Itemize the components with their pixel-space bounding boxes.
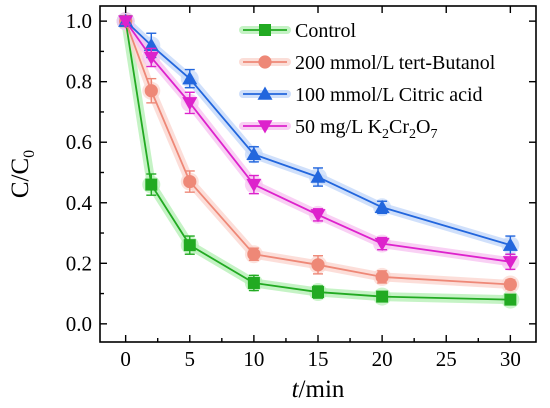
y-tick-label: 1.0: [66, 9, 92, 33]
data-point-1-6: [503, 277, 517, 292]
x-tick-label: 10: [243, 347, 264, 371]
legend-marker-2: [257, 86, 273, 100]
legend-label-1: 200 mmol/L tert-Butanol: [295, 52, 496, 74]
data-point-2-2: [182, 71, 198, 85]
y-tick-label: 0.8: [66, 70, 92, 94]
data-point-1-2: [183, 174, 197, 189]
data-point-0-5: [376, 290, 389, 303]
x-tick-label: 25: [436, 347, 457, 371]
legend-marker-3: [257, 120, 273, 134]
data-point-2-5: [374, 199, 390, 213]
data-point-3-5: [374, 237, 390, 252]
data-point-3-4: [310, 209, 326, 223]
data-point-1-5: [375, 270, 389, 284]
x-tick-label: 15: [308, 347, 329, 371]
series-layer: [118, 13, 518, 306]
x-tick-label: 5: [185, 347, 196, 371]
data-point-1-3: [247, 247, 261, 261]
x-axis-title: t/min: [292, 376, 345, 403]
y-tick-label: 0.6: [66, 130, 92, 154]
y-axis-title: C/C0: [7, 150, 38, 198]
legend-marker-1: [258, 55, 272, 69]
data-point-2-6: [502, 237, 518, 251]
legend-label-3: 50 mg/L K2Cr2O7: [295, 116, 437, 142]
data-point-0-1: [145, 178, 158, 191]
x-tick-label: 30: [500, 347, 521, 371]
data-point-1-1: [144, 84, 158, 98]
legend-marker-0: [259, 24, 271, 36]
legend-label-2: 100 mmol/L Citric acid: [295, 84, 483, 106]
data-point-3-1: [143, 51, 159, 65]
data-point-1-4: [311, 258, 325, 272]
legend-label-0: Control: [295, 20, 357, 42]
data-point-2-4: [310, 169, 326, 183]
data-point-0-2: [183, 239, 196, 252]
data-point-0-6: [504, 293, 517, 306]
data-point-3-2: [182, 97, 198, 111]
data-point-3-0: [118, 15, 134, 29]
data-point-0-3: [247, 276, 260, 289]
data-point-3-6: [502, 256, 518, 270]
x-tick-label: 20: [372, 347, 393, 371]
data-point-2-3: [246, 146, 262, 161]
y-tick-label: 0.2: [66, 251, 92, 275]
y-tick-label: 0.0: [66, 312, 92, 336]
y-tick-label: 0.4: [66, 191, 93, 215]
axes-layer: 0 5 10 15 20 25 30 0.0 0.2 0.4 0.6 0.8 1.0 t/min C/C0: [7, 5, 537, 403]
x-tick-label: 0: [120, 347, 131, 371]
legend: Control 200 mmol/L tert-Butanol 100 mmol/L…: [239, 20, 496, 142]
data-point-3-3: [246, 178, 262, 193]
data-point-0-4: [312, 286, 324, 299]
